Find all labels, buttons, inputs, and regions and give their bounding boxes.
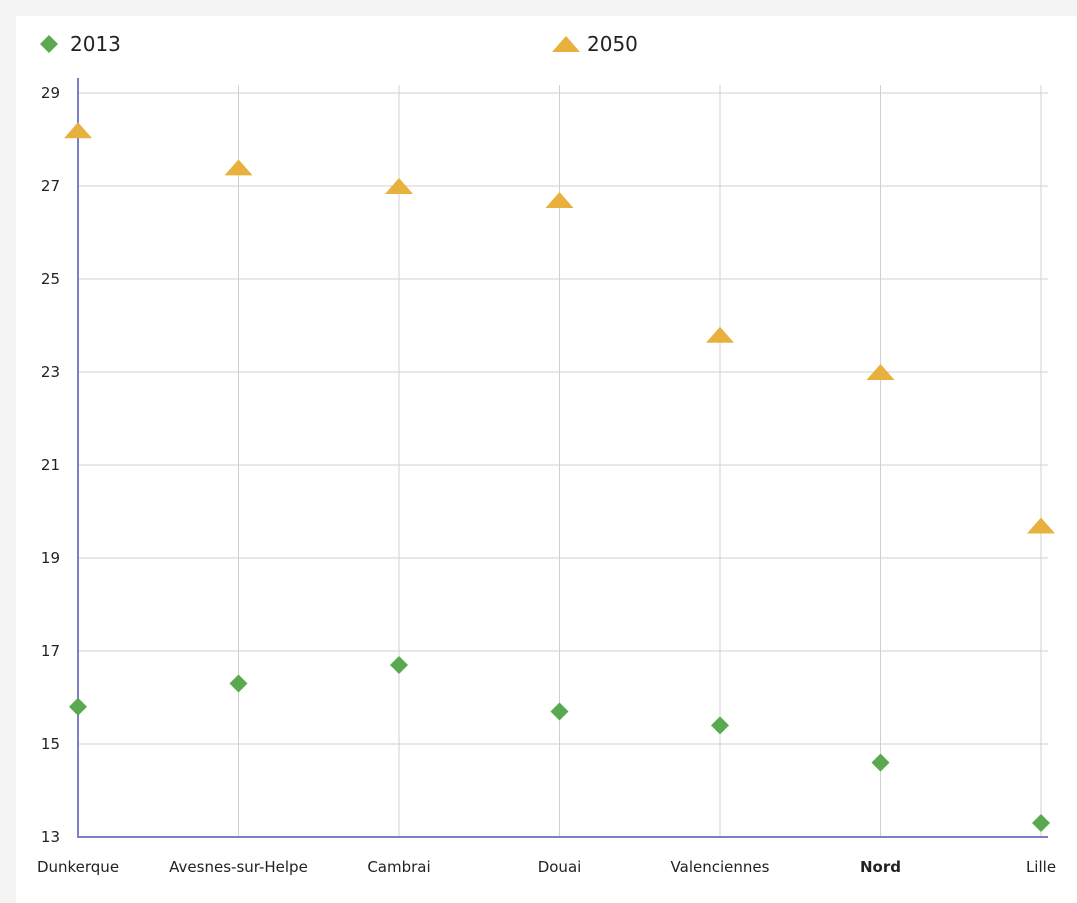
x-category-label: Cambrai xyxy=(367,858,430,876)
y-tick-label: 15 xyxy=(41,735,60,753)
y-tick-label: 17 xyxy=(41,642,60,660)
point-2013[interactable] xyxy=(390,655,408,674)
grid xyxy=(78,85,1048,837)
y-tick-label: 29 xyxy=(41,84,60,102)
y-tick-label: 27 xyxy=(41,177,60,195)
data-points xyxy=(64,122,1055,833)
point-2050[interactable] xyxy=(545,191,574,208)
x-category-label: Valenciennes xyxy=(671,858,770,876)
legend: 2013 2050 xyxy=(40,32,638,56)
point-2013[interactable] xyxy=(229,674,248,693)
legend-label: 2013 xyxy=(70,32,121,56)
point-2050[interactable] xyxy=(385,178,413,194)
y-tick-labels: 13 15 17 19 21 23 25 27 29 xyxy=(41,84,60,846)
x-category-label: Lille xyxy=(1026,858,1056,876)
point-2013[interactable] xyxy=(69,697,87,716)
legend-diamond-icon xyxy=(40,35,58,53)
point-2050[interactable] xyxy=(866,364,895,380)
point-2050[interactable] xyxy=(1027,517,1055,534)
y-tick-label: 19 xyxy=(41,549,60,567)
y-tick-label: 13 xyxy=(41,828,60,846)
x-category-label: Douai xyxy=(538,858,582,876)
axes xyxy=(77,78,1048,838)
chart-panel: 13 15 17 19 21 23 25 27 29 Dunkerque Avesnes-sur-… xyxy=(16,16,1077,903)
x-category-label: Dunkerque xyxy=(37,858,119,876)
y-tick-label: 23 xyxy=(41,363,60,381)
point-2050[interactable] xyxy=(706,326,734,343)
point-2013[interactable] xyxy=(871,753,890,772)
legend-item-2050[interactable]: 2050 xyxy=(552,32,638,56)
point-2050[interactable] xyxy=(64,122,92,139)
y-tick-label: 21 xyxy=(41,456,60,474)
x-category-label: Nord xyxy=(860,858,901,876)
legend-label: 2050 xyxy=(587,32,638,56)
legend-item-2013[interactable]: 2013 xyxy=(40,32,121,56)
legend-triangle-icon xyxy=(552,36,580,52)
x-category-labels: Dunkerque Avesnes-sur-Helpe Cambrai Douai Va… xyxy=(37,858,1056,876)
point-2013[interactable] xyxy=(550,702,569,721)
y-tick-label: 25 xyxy=(41,270,60,288)
x-category-label: Avesnes-sur-Helpe xyxy=(169,858,308,876)
point-2050[interactable] xyxy=(224,159,253,176)
point-2013[interactable] xyxy=(1032,814,1050,833)
point-2013[interactable] xyxy=(711,716,729,735)
